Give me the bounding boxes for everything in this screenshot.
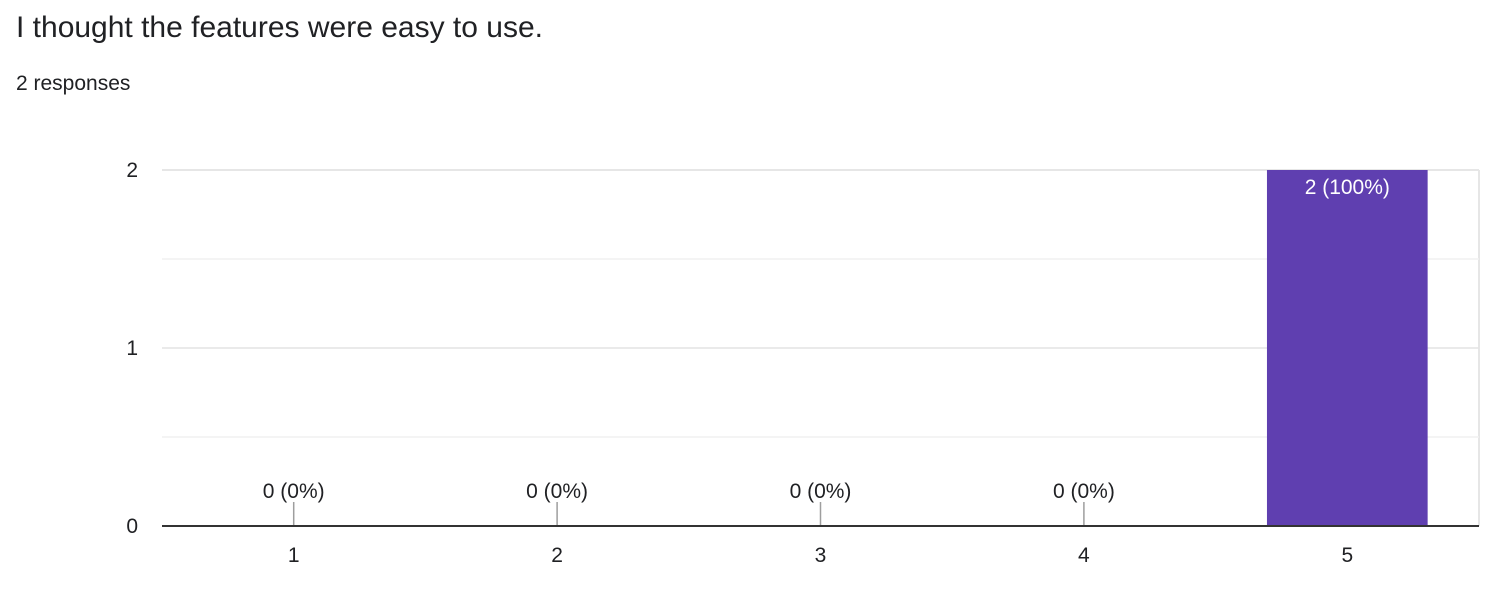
bar xyxy=(1266,170,1428,526)
chart-labels: 0 1 2 0 (0%) 1 0 (0%) 2 0 (0%) 3 0 (0%) 4 2 (100%) 5 xyxy=(126,159,1390,567)
chart-gridlines xyxy=(162,169,1480,526)
data-label: 0 (0%) xyxy=(263,480,325,503)
response-count: 2 responses xyxy=(16,72,131,95)
x-tick-label: 3 xyxy=(815,544,827,567)
chart-bars xyxy=(292,170,1428,526)
data-label: 0 (0%) xyxy=(790,480,852,503)
x-tick-label: 2 xyxy=(551,544,563,567)
x-tick-label: 5 xyxy=(1341,544,1353,567)
x-tick-label: 4 xyxy=(1078,544,1090,567)
y-tick-label: 0 xyxy=(126,515,138,538)
data-label: 0 (0%) xyxy=(526,480,588,503)
y-tick-label: 1 xyxy=(126,337,138,360)
x-tick-label: 1 xyxy=(288,544,300,567)
data-label: 0 (0%) xyxy=(1053,480,1115,503)
question-title: I thought the features were easy to use. xyxy=(16,11,543,44)
data-label: 2 (100%) xyxy=(1305,176,1390,199)
y-tick-label: 2 xyxy=(126,159,138,182)
